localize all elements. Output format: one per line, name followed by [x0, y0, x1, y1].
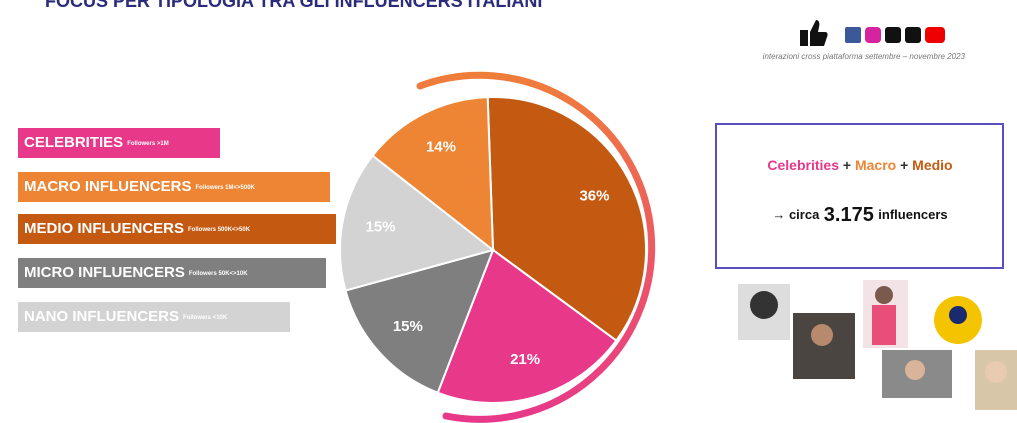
slide-title: FOCUS PER TIPOLOGIA TRA GLI INFLUENCERS … [45, 0, 542, 11]
summary-word: Macro [855, 157, 896, 173]
slice-label: 15% [365, 218, 395, 235]
pie-slice [344, 248, 495, 394]
summary-total: → circa 3.175 influencers [772, 204, 947, 226]
legend-label: MACRO INFLUENCERS Followers 1M<>500K [24, 178, 256, 195]
legend-name: MACRO INFLUENCERS [24, 178, 192, 195]
decor-arc [416, 71, 656, 423]
summary-word: Celebrities [767, 157, 839, 173]
pie-slice [486, 96, 647, 343]
slice-label: 14% [426, 139, 456, 156]
slice-label: 21% [510, 351, 540, 368]
legend-label: NANO INFLUENCERS Followers <10K [24, 308, 228, 325]
slice-label: 15% [393, 318, 423, 335]
legend-note: Followers 500K<>50K [188, 227, 251, 233]
summary-number: 3.175 [824, 204, 874, 226]
legend-name: MICRO INFLUENCERS [24, 264, 185, 281]
legend-label: MEDIO INFLUENCERS Followers 500K<>50K [24, 220, 251, 237]
pie-slice [339, 154, 496, 292]
legend-name: CELEBRITIES [24, 134, 123, 151]
legend-swatch [18, 302, 290, 332]
pie-slice [371, 96, 495, 253]
legend-label: MICRO INFLUENCERS Followers 50K<>10K [24, 264, 248, 281]
pie-slice [436, 248, 618, 404]
social-icons [800, 20, 945, 46]
summary-plus: + [843, 157, 851, 173]
legend-note: Followers 1M<>500K [196, 185, 256, 191]
slice-label: 36% [579, 187, 609, 204]
summary-unit: influencers [878, 207, 947, 222]
legend-note: Followers <10K [183, 315, 228, 321]
legend-swatch [18, 258, 326, 288]
summary-line: Celebrities + Macro + Medio [767, 157, 952, 173]
legend-name: MEDIO INFLUENCERS [24, 220, 184, 237]
summary-word: Medio [912, 157, 952, 173]
subtitle: interazioni cross piattaforma settembre … [763, 52, 966, 61]
legend-label: CELEBRITIES Followers >1M [24, 134, 169, 151]
influencer-photos [738, 280, 1017, 410]
legend-swatch [18, 214, 336, 244]
legend-note: Followers 50K<>10K [189, 271, 248, 277]
summary-arrow: → circa [772, 207, 820, 222]
summary-box [715, 123, 1004, 269]
legend-note: Followers >1M [127, 141, 169, 147]
legend-swatch [18, 128, 220, 158]
legend-swatch [18, 172, 330, 202]
summary-plus: + [900, 157, 908, 173]
legend-name: NANO INFLUENCERS [24, 308, 179, 325]
